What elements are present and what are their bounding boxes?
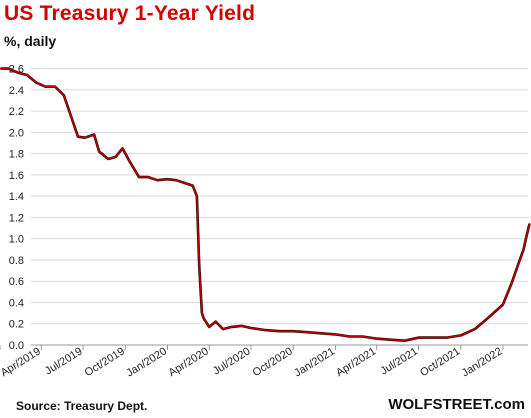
data-point xyxy=(62,94,65,97)
data-point xyxy=(166,178,168,180)
y-tick-label: 1.8 xyxy=(9,149,24,161)
grid-layer xyxy=(31,68,528,325)
data-point xyxy=(44,85,47,88)
data-point xyxy=(403,339,406,342)
y-tick-label: 1.0 xyxy=(9,234,24,246)
x-tick-label: Apr/2020 xyxy=(167,345,211,379)
y-tick-label: 1.4 xyxy=(9,191,24,203)
data-point xyxy=(185,182,187,185)
data-point xyxy=(230,326,233,328)
x-tick-label: Jul/2019 xyxy=(43,345,85,377)
data-point xyxy=(208,326,211,328)
data-point xyxy=(389,338,392,341)
data-point xyxy=(156,179,159,182)
data-point xyxy=(487,316,490,319)
x-tick-label: Oct/2020 xyxy=(251,345,295,379)
data-point xyxy=(431,336,434,339)
chart-title: US Treasury 1-Year Yield xyxy=(4,2,256,25)
y-tick-label: 0.0 xyxy=(9,340,24,352)
data-point xyxy=(214,320,217,323)
data-point xyxy=(459,334,462,337)
data-point xyxy=(17,72,20,74)
data-point xyxy=(198,264,200,267)
data-point xyxy=(348,335,351,338)
data-point xyxy=(250,327,252,329)
data-point xyxy=(474,328,476,330)
data-point xyxy=(202,317,205,320)
x-tick-label: Jan/2020 xyxy=(124,345,169,379)
data-point xyxy=(292,330,295,332)
data-point xyxy=(320,332,323,335)
data-point xyxy=(222,328,224,330)
data-point xyxy=(528,223,531,225)
data-point xyxy=(306,331,309,334)
data-point xyxy=(522,248,525,251)
series-layer xyxy=(0,67,531,342)
brand-logo-text: WOLFSTREET.com xyxy=(388,396,525,413)
data-point xyxy=(510,282,513,285)
data-point xyxy=(70,115,72,118)
y-tick-label: 2.2 xyxy=(9,106,24,118)
data-point xyxy=(334,333,337,336)
data-point xyxy=(84,136,86,139)
data-point xyxy=(121,147,124,150)
data-point xyxy=(278,330,281,332)
x-tick-label: Jul/2020 xyxy=(211,345,253,377)
source-note: Source: Treasury Dept. xyxy=(16,399,148,413)
x-tick-label: Jan/2022 xyxy=(460,345,505,379)
series-line xyxy=(0,67,531,342)
x-tick-label: Oct/2019 xyxy=(83,345,127,379)
data-point xyxy=(138,176,140,178)
data-point xyxy=(191,184,194,187)
y-tick-label: 0.8 xyxy=(9,255,24,267)
data-point xyxy=(196,195,198,197)
data-point xyxy=(128,160,131,162)
y-tick-label: 2.0 xyxy=(9,127,24,139)
data-point xyxy=(34,81,37,84)
data-point xyxy=(361,335,364,338)
data-point xyxy=(0,67,2,70)
data-point xyxy=(240,325,243,327)
data-point xyxy=(201,312,203,314)
data-point xyxy=(107,158,110,160)
y-tick-label: 1.2 xyxy=(9,212,24,224)
data-point xyxy=(502,303,504,306)
data-point xyxy=(375,337,378,340)
data-point xyxy=(54,85,56,88)
series-line-shadow xyxy=(0,67,531,342)
data-point xyxy=(518,261,520,263)
y-tick-label: 2.4 xyxy=(9,85,24,97)
data-point xyxy=(7,67,10,70)
x-tick-label: Oct/2021 xyxy=(418,345,462,379)
data-point xyxy=(446,336,448,339)
data-point xyxy=(26,74,28,76)
y-tick-label: 0.4 xyxy=(9,297,24,309)
y-tick-label: 0.6 xyxy=(9,276,24,288)
data-point xyxy=(417,336,420,339)
x-tick-label: Jul/2021 xyxy=(378,345,420,377)
data-point xyxy=(98,150,100,153)
data-point xyxy=(77,135,79,138)
chart-subtitle: %, daily xyxy=(4,33,57,49)
y-tick-label: 0.2 xyxy=(9,319,24,331)
data-point xyxy=(93,133,95,136)
y-tick-label: 1.6 xyxy=(9,170,24,182)
data-point xyxy=(264,329,267,331)
data-point xyxy=(525,237,527,240)
x-tick-label: Jan/2021 xyxy=(292,345,337,379)
data-point xyxy=(114,156,117,158)
data-point xyxy=(147,176,150,178)
data-point xyxy=(175,179,178,182)
x-tick-label: Apr/2021 xyxy=(334,345,378,379)
